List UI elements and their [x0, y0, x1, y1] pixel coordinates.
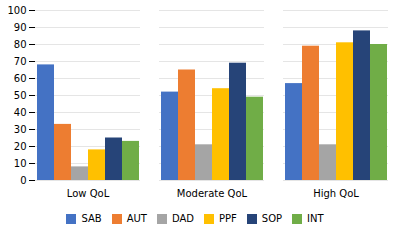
svg-text:50: 50 — [14, 90, 27, 101]
svg-text:80: 80 — [14, 39, 27, 50]
svg-text:40: 40 — [14, 107, 27, 118]
html-text:SAB: SAB — [81, 213, 102, 224]
svg-text:30: 30 — [14, 124, 27, 135]
svg-text:20: 20 — [14, 141, 27, 152]
html-text:AUT: AUT — [126, 213, 147, 224]
svg-text:100: 100 — [7, 5, 26, 16]
svg-text:High QoL: High QoL — [313, 188, 359, 199]
svg-text:Low QoL: Low QoL — [67, 188, 110, 199]
svg-text:90: 90 — [14, 22, 27, 33]
html-text:PPF: PPF — [219, 213, 237, 224]
html-text:DAD: DAD — [171, 213, 194, 224]
svg-text:10: 10 — [14, 158, 27, 169]
html-text:SOP: SOP — [261, 213, 282, 224]
svg-text:60: 60 — [14, 73, 27, 84]
svg-text:0: 0 — [20, 175, 26, 186]
svg-text:Moderate QoL: Moderate QoL — [177, 188, 248, 199]
html-text:INT: INT — [307, 213, 324, 224]
svg-text:70: 70 — [14, 56, 27, 67]
